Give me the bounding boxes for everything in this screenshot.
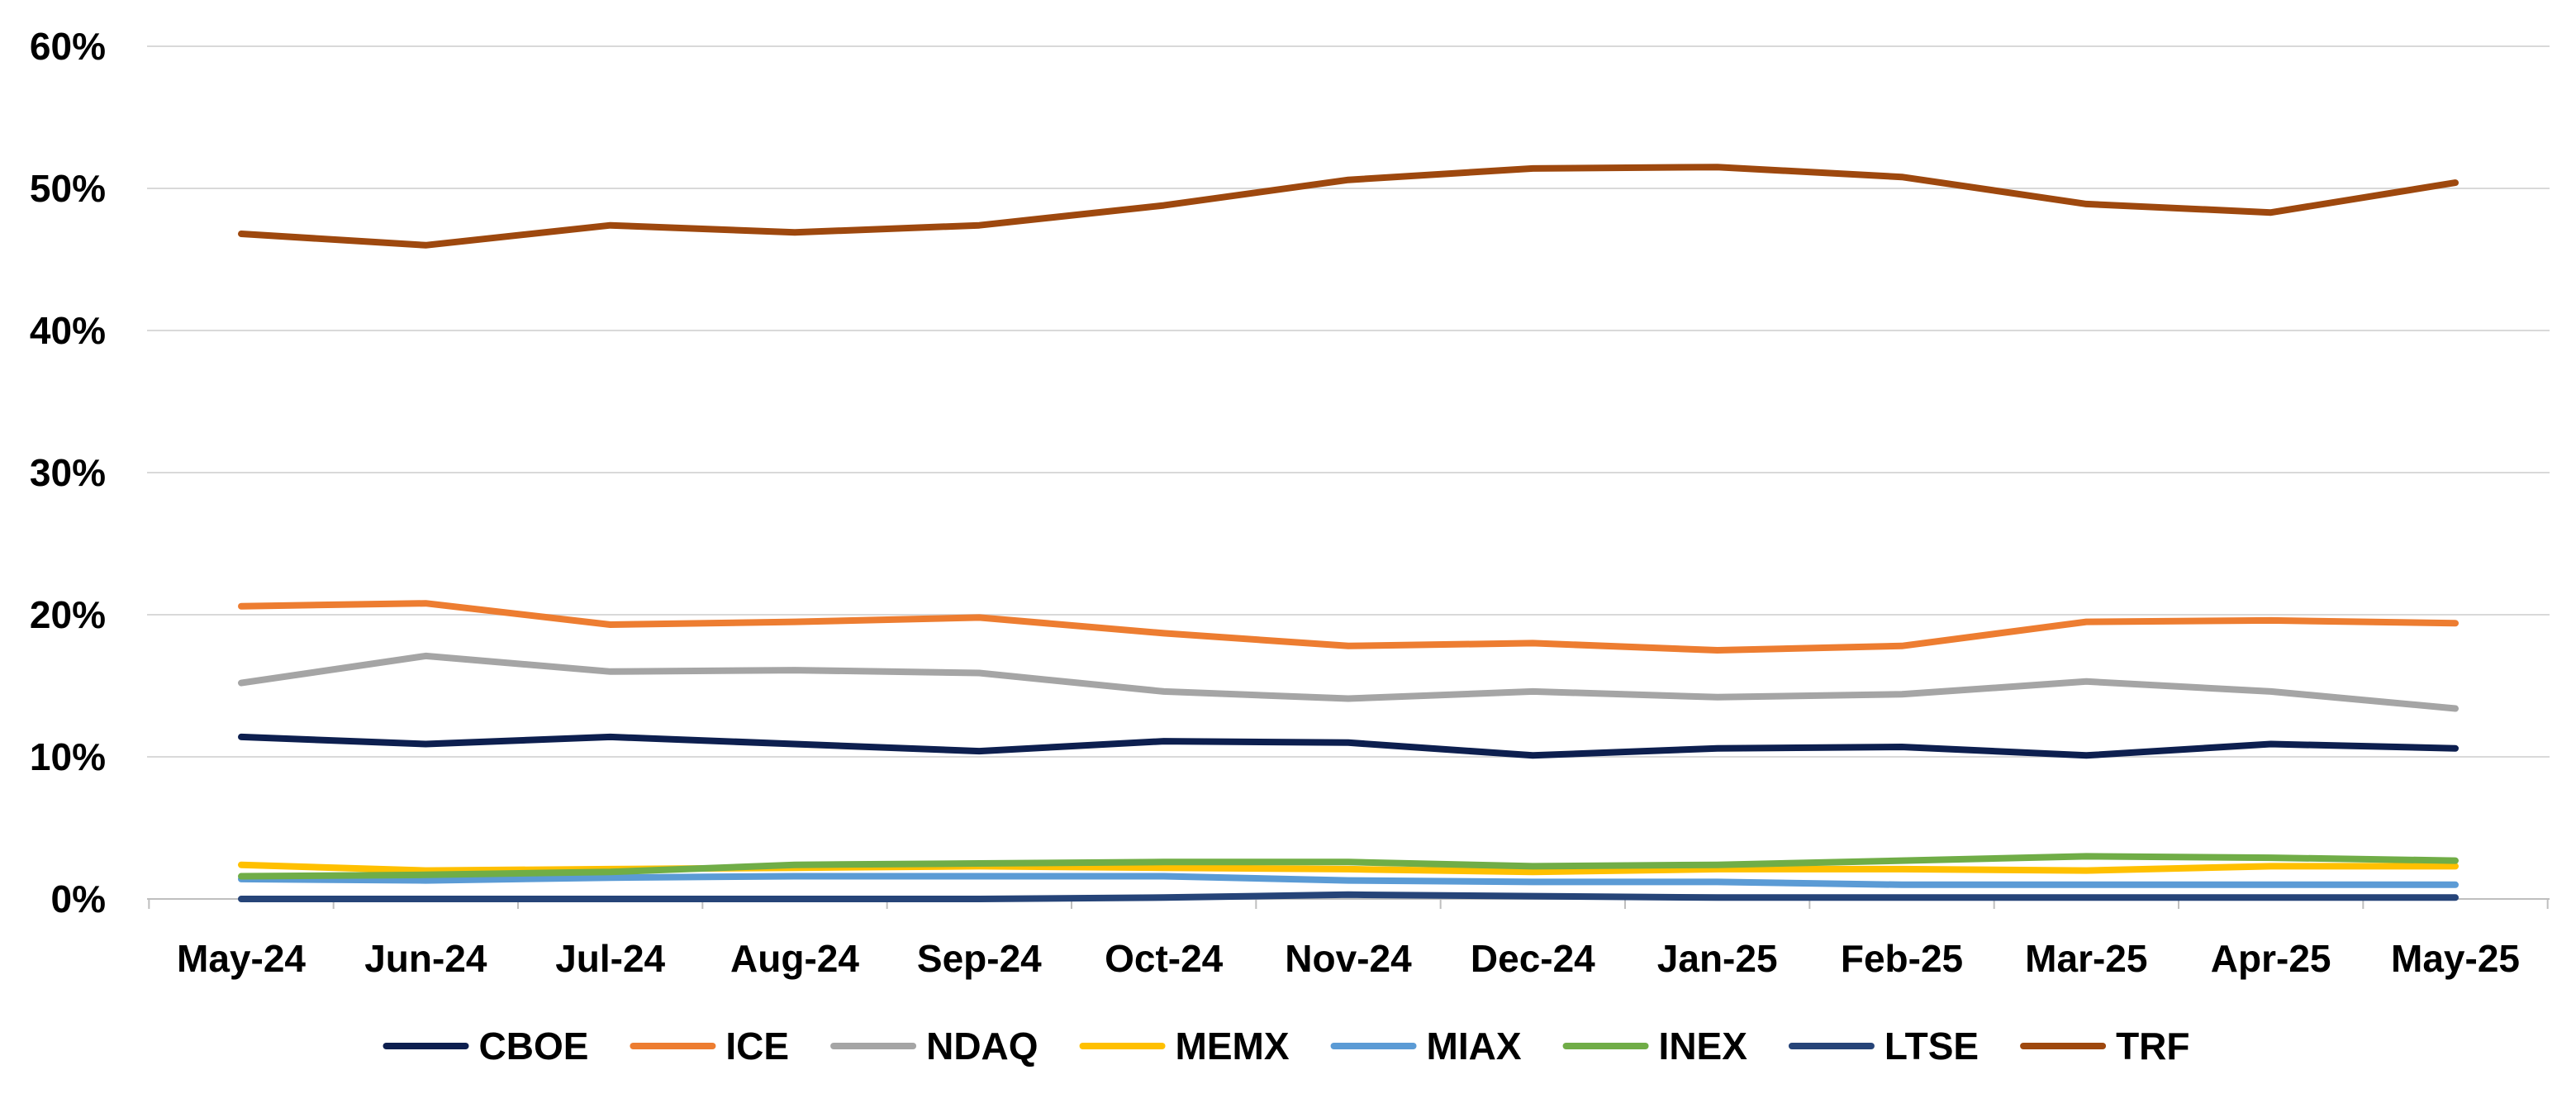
x-tick-label: Sep-24: [917, 937, 1042, 980]
legend-item-inex: INEX: [1566, 1025, 1748, 1068]
x-tick-label: Apr-25: [2211, 937, 2331, 980]
series-cboe: [241, 737, 2455, 755]
series-ice: [241, 603, 2455, 650]
legend-item-trf: TRF: [2023, 1025, 2189, 1068]
y-tick-label: 50%: [30, 167, 106, 210]
series-line-ndaq: [241, 656, 2455, 709]
series-line-trf: [241, 167, 2455, 245]
y-tick-label: 0%: [51, 877, 106, 920]
series-ndaq: [241, 656, 2455, 709]
axes: 0% 10% 20% 30% 40% 50% 60% May-24 Jun-24 Jul-24 Au…: [30, 25, 2550, 980]
x-tick-label: May-24: [177, 937, 306, 980]
series-trf: [241, 167, 2455, 245]
series-line-miax: [241, 877, 2455, 885]
legend-item-memx: MEMX: [1083, 1025, 1290, 1068]
y-tick-label: 30%: [30, 451, 106, 494]
y-tick-label: 40%: [30, 309, 106, 352]
legend-item-cboe: CBOE: [387, 1025, 589, 1068]
x-tick-label: Jul-24: [555, 937, 665, 980]
y-tick-label: 10%: [30, 735, 106, 778]
series-line-ice: [241, 603, 2455, 650]
y-tick-label: 60%: [30, 25, 106, 68]
legend-label: INEX: [1659, 1025, 1748, 1068]
series-miax: [241, 876, 2455, 884]
legend-item-ltse: LTSE: [1792, 1025, 1979, 1068]
legend-label: TRF: [2116, 1025, 2189, 1068]
x-tick-label: Aug-24: [730, 937, 859, 980]
x-tick-label: Mar-25: [2025, 937, 2147, 980]
legend-item-ice: ICE: [633, 1025, 789, 1068]
legend-item-ndaq: NDAQ: [834, 1025, 1038, 1068]
x-tick-label: Dec-24: [1471, 937, 1595, 980]
legend-label: MEMX: [1176, 1025, 1290, 1068]
x-tick-label: Jan-25: [1657, 937, 1778, 980]
x-tick-label: Feb-25: [1841, 937, 1963, 980]
x-tick-label: Jun-24: [364, 937, 487, 980]
legend-label: NDAQ: [926, 1025, 1038, 1068]
x-tick-label: Oct-24: [1105, 937, 1224, 980]
series-lines: [241, 167, 2455, 899]
legend-label: MIAX: [1427, 1025, 1522, 1068]
gridlines: [147, 46, 2550, 757]
x-tick-label: Nov-24: [1285, 937, 1412, 980]
x-tick-label: May-25: [2391, 937, 2520, 980]
legend-label: ICE: [725, 1025, 789, 1068]
series-line-cboe: [241, 737, 2455, 755]
legend-item-miax: MIAX: [1334, 1025, 1522, 1068]
y-tick-label: 20%: [30, 593, 106, 636]
legend-label: LTSE: [1884, 1025, 1979, 1068]
legend: CBOE ICE NDAQ MEMX MIAX INEX LTSE TRF: [387, 1025, 2190, 1068]
legend-label: CBOE: [479, 1025, 589, 1068]
